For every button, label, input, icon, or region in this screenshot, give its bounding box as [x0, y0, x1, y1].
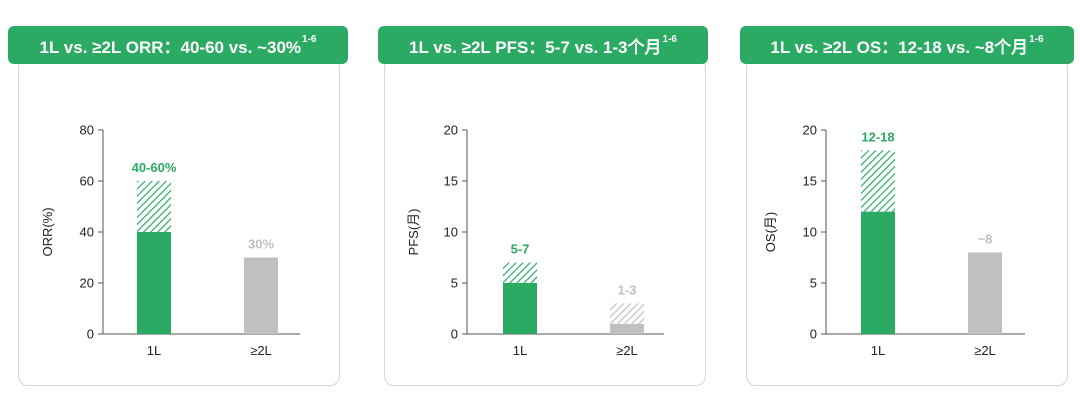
y-tick-label: 40	[80, 225, 94, 240]
data-label: ~8	[978, 231, 993, 246]
x-tick-label: ≥2L	[974, 343, 996, 358]
chart-title-os: 1L vs. ≥2L OS：12-18 vs. ~8个月 1-6	[740, 26, 1074, 64]
y-axis-label: OS(月)	[763, 212, 778, 252]
y-axis-label: PFS(月)	[406, 209, 421, 256]
chart-title-pfs: 1L vs. ≥2L PFS：5-7 vs. 1-3个月 1-6	[378, 26, 708, 64]
chart-panel-pfs	[384, 58, 706, 386]
x-tick-label: 1L	[147, 343, 161, 358]
chart-panel-os	[746, 58, 1068, 386]
data-label: 30%	[248, 237, 274, 252]
y-tick-label: 0	[451, 327, 458, 342]
bar-≥2L-solid	[610, 323, 644, 334]
y-tick-label: 20	[444, 123, 458, 138]
y-tick-label: 0	[87, 327, 94, 342]
x-tick-label: ≥2L	[250, 343, 272, 358]
bar-1L-range-hatch	[861, 150, 895, 212]
bar-1L-range-hatch	[137, 181, 171, 232]
bar-1L-range-hatch	[503, 262, 537, 283]
x-tick-label: 1L	[871, 343, 885, 358]
chart-panel-orr	[18, 58, 340, 386]
y-tick-label: 0	[810, 327, 817, 342]
data-label: 40-60%	[132, 160, 177, 175]
y-tick-label: 60	[80, 174, 94, 189]
y-tick-label: 15	[803, 174, 817, 189]
bar-≥2L-range-hatch	[610, 303, 644, 324]
y-axis-label: ORR(%)	[40, 207, 55, 256]
y-tick-label: 15	[444, 174, 458, 189]
chart-title-reference: 1-6	[662, 33, 677, 45]
y-tick-label: 5	[810, 276, 817, 291]
y-tick-label: 10	[803, 225, 817, 240]
bar-1L-solid	[137, 232, 171, 334]
chart-title-text: 1L vs. ≥2L PFS：5-7 vs. 1-3个月	[409, 37, 662, 57]
y-tick-label: 10	[444, 225, 458, 240]
data-label: 1-3	[618, 282, 637, 297]
chart-title-text: 1L vs. ≥2L OS：12-18 vs. ~8个月	[770, 37, 1029, 57]
y-tick-label: 20	[803, 123, 817, 138]
chart-title-orr: 1L vs. ≥2L ORR：40-60 vs. ~30% 1-6	[8, 26, 348, 64]
bar-≥2L-solid	[244, 257, 278, 334]
data-label: 5-7	[511, 242, 530, 257]
x-tick-label: 1L	[513, 343, 527, 358]
data-label: 12-18	[861, 129, 894, 144]
y-tick-label: 20	[80, 276, 94, 291]
y-tick-label: 5	[451, 276, 458, 291]
bar-1L-solid	[503, 283, 537, 334]
chart-title-reference: 1-6	[1029, 33, 1044, 45]
bar-≥2L-solid	[968, 252, 1002, 334]
x-tick-label: ≥2L	[616, 343, 638, 358]
chart-title-reference: 1-6	[302, 33, 317, 45]
chart-title-text: 1L vs. ≥2L ORR：40-60 vs. ~30%	[39, 37, 302, 57]
bar-1L-solid	[861, 211, 895, 334]
y-tick-label: 80	[80, 123, 94, 138]
